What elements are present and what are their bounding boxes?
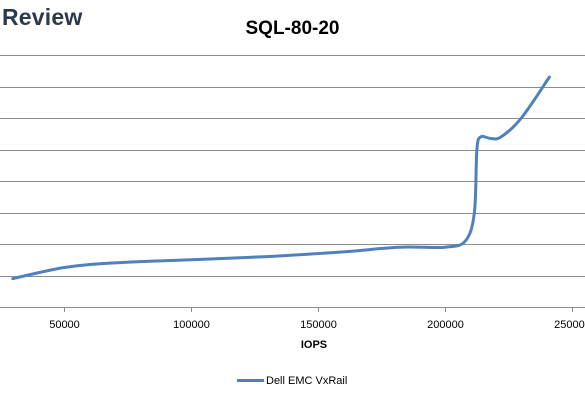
series-line-dell-emc-vxrail [11,75,551,281]
series-lines [11,75,551,281]
x-tick-labels: 50000 100000 150000 200000 250000 [49,319,585,331]
x-axis-title: IOPS [301,339,327,351]
x-ticks [64,307,573,312]
x-tick-label-250000: 250000 [554,319,585,331]
legend: Dell EMC VxRail [237,375,347,387]
x-tick-label-150000: 150000 [300,319,337,331]
chart-title: SQL-80-20 [245,18,340,39]
x-tick-label-50000: 50000 [49,319,80,331]
site-logo-text: Review [2,4,83,30]
gridlines [0,55,585,277]
x-tick-label-200000: 200000 [427,319,464,331]
x-tick-label-100000: 100000 [173,319,210,331]
legend-label-dell-emc-vxrail: Dell EMC VxRail [266,375,347,387]
